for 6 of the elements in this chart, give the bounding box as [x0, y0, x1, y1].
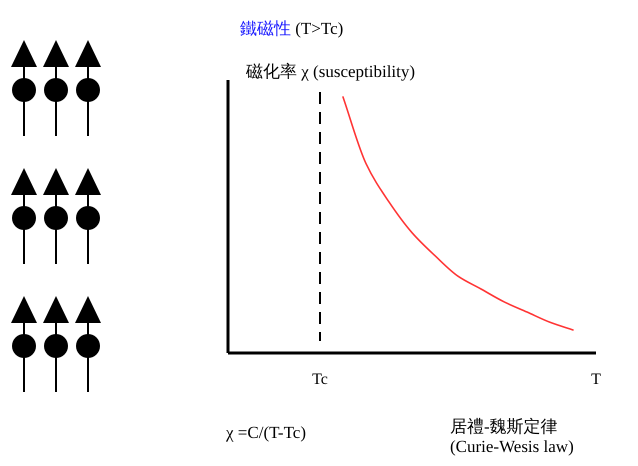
- text: χ =C/(T-Tc): [225, 423, 306, 442]
- chart-title: 鐵磁性 (T>Tc): [240, 19, 344, 38]
- y-axis-title: 磁化率 χ (susceptibility): [245, 62, 416, 81]
- x-tick-label: Tc: [312, 371, 328, 388]
- text: 居禮-魏斯定律 (Curie-Wesis law): [450, 417, 574, 456]
- x-tick-label: T: [591, 371, 602, 388]
